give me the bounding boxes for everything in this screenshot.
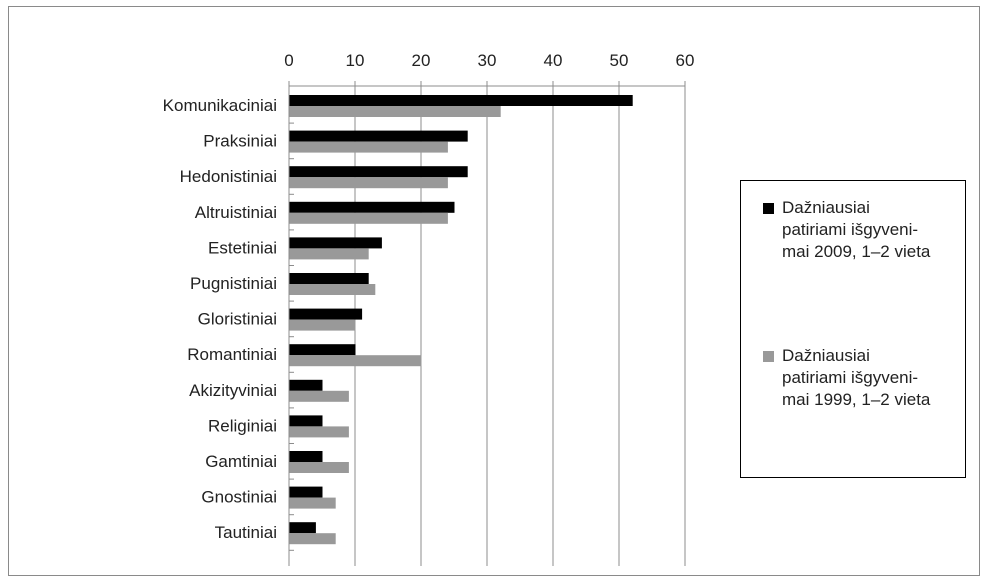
- category-label-akizityviniai: Akizityviniai: [189, 381, 277, 400]
- category-label-romantiniai: Romantiniai: [187, 345, 277, 364]
- bar-2009-religiniai: [289, 415, 323, 427]
- legend-swatch-1999: [763, 351, 774, 362]
- category-label-gamtiniai: Gamtiniai: [205, 452, 277, 471]
- bar-2009-estetiniai: [289, 237, 382, 249]
- legend-label-1999-line2: patiriami išgyveni-: [782, 368, 919, 387]
- category-label-estetiniai: Estetiniai: [208, 238, 277, 257]
- bar-1999-pugnistiniai: [289, 284, 376, 295]
- bar-1999-romantiniai: [289, 355, 422, 367]
- category-label-altruistiniai: Altruistiniai: [195, 203, 277, 222]
- bar-1999-gnostiniai: [289, 497, 336, 509]
- bar-2009-pugnistiniai: [289, 273, 369, 284]
- category-label-komunikaciniai: Komunikaciniai: [163, 96, 277, 115]
- bar-1999-komunikaciniai: [289, 106, 501, 117]
- x-tick-label-0: 0: [284, 51, 293, 70]
- legend-label-2009-line3: mai 2009, 1–2 vieta: [782, 242, 931, 261]
- x-tick-label-50: 50: [610, 51, 629, 70]
- bar-2009-hedonistiniai: [289, 166, 468, 178]
- bar-2009-komunikaciniai: [289, 95, 633, 106]
- bar-1999-tautiniai: [289, 533, 336, 545]
- bar-2009-altruistiniai: [289, 201, 455, 213]
- category-label-praksiniai: Praksiniai: [203, 132, 277, 151]
- legend-label-1999-line1: Dažniausiai: [782, 346, 870, 365]
- bar-2009-gnostiniai: [289, 486, 323, 498]
- bar-2009-romantiniai: [289, 344, 356, 356]
- category-label-hedonistiniai: Hedonistiniai: [180, 167, 277, 186]
- bar-1999-estetiniai: [289, 248, 369, 260]
- legend-label-2009-line1: Dažniausiai: [782, 198, 870, 217]
- x-tick-label-60: 60: [676, 51, 695, 70]
- bar-2009-gloristiniai: [289, 308, 363, 320]
- bar-1999-gamtiniai: [289, 462, 349, 473]
- legend-swatch-2009: [763, 203, 774, 214]
- x-tick-label-10: 10: [346, 51, 365, 70]
- category-label-gloristiniai: Gloristiniai: [198, 310, 277, 329]
- chart-legend: Dažniausiai patiriami išgyveni- mai 2009…: [740, 180, 966, 478]
- bar-2009-praksiniai: [289, 130, 468, 142]
- bar-1999-gloristiniai: [289, 319, 356, 331]
- category-label-religiniai: Religiniai: [208, 416, 277, 435]
- category-label-tautiniai: Tautiniai: [215, 523, 277, 542]
- category-label-pugnistiniai: Pugnistiniai: [190, 274, 277, 293]
- x-tick-label-40: 40: [544, 51, 563, 70]
- bar-2009-gamtiniai: [289, 451, 323, 462]
- bar-1999-altruistiniai: [289, 212, 448, 224]
- bar-1999-akizityviniai: [289, 390, 349, 402]
- x-tick-label-30: 30: [478, 51, 497, 70]
- legend-label-2009: Dažniausiai patiriami išgyveni- mai 2009…: [782, 197, 962, 263]
- bar-1999-religiniai: [289, 426, 349, 438]
- bar-2009-akizityviniai: [289, 379, 323, 391]
- category-label-gnostiniai: Gnostiniai: [201, 488, 277, 507]
- bar-2009-tautiniai: [289, 522, 316, 534]
- x-tick-label-20: 20: [412, 51, 431, 70]
- legend-label-1999-line3: mai 1999, 1–2 vieta: [782, 390, 931, 409]
- bar-1999-praksiniai: [289, 141, 448, 153]
- legend-label-1999: Dažniausiai patiriami išgyveni- mai 1999…: [782, 345, 962, 411]
- legend-label-2009-line2: patiriami išgyveni-: [782, 220, 919, 239]
- bar-1999-hedonistiniai: [289, 177, 448, 189]
